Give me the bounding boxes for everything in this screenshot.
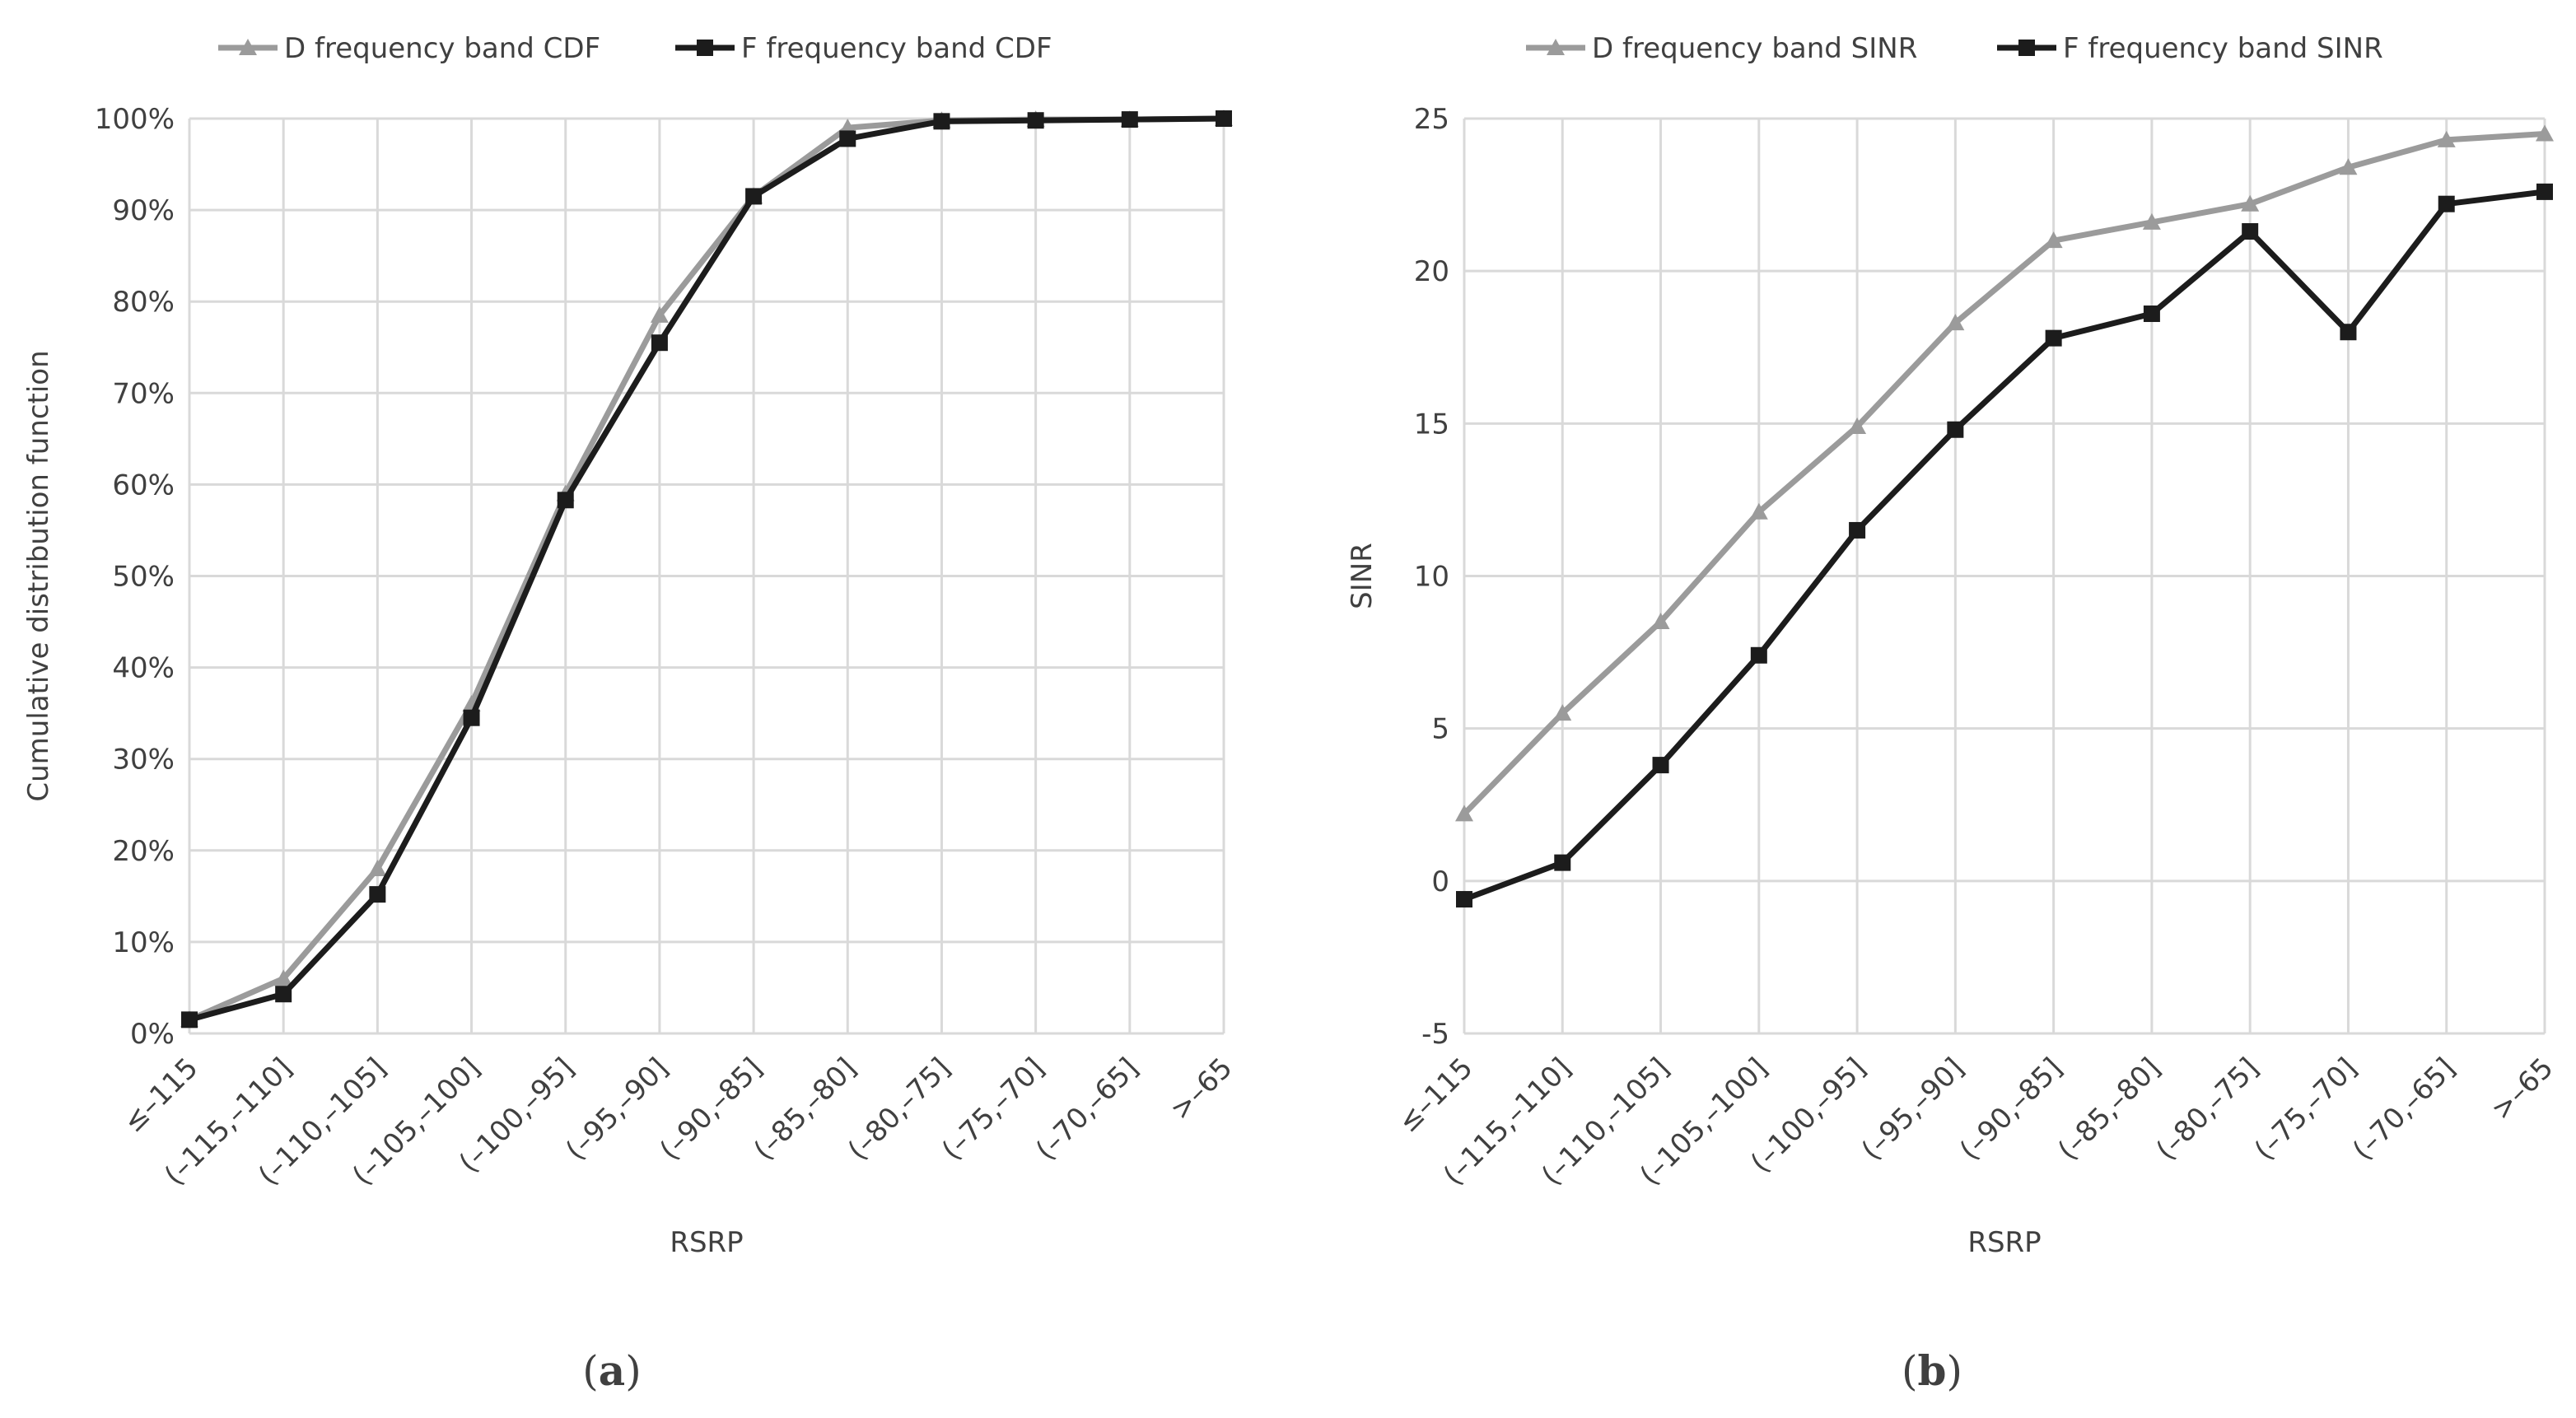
data-point xyxy=(2438,195,2455,212)
x-tick-label: (–90,–85] xyxy=(1953,1052,2069,1167)
y-tick-label: 30% xyxy=(112,744,175,777)
y-tick-label: 10% xyxy=(112,926,175,959)
legend-label: F frequency band CDF xyxy=(741,32,1052,65)
data-point xyxy=(2340,324,2357,341)
x-tick-label: (–80,–75] xyxy=(842,1052,957,1167)
panel-label-a: (a) xyxy=(582,1346,641,1395)
y-axis-title: SINR xyxy=(1346,543,1379,609)
series-line-d xyxy=(1462,131,2546,816)
y-tick-label: 20 xyxy=(1414,255,1449,288)
x-axis-title: RSRP xyxy=(1967,1226,2041,1259)
data-point xyxy=(1947,421,1964,438)
data-point xyxy=(2536,124,2554,142)
data-point xyxy=(745,188,763,205)
data-point xyxy=(1553,704,1572,721)
data-point xyxy=(2045,329,2062,347)
data-point xyxy=(275,986,292,1003)
data-point xyxy=(557,492,574,509)
chart-sinr: -50510152025≤–115(–115,–110](–110,–105](… xyxy=(1346,32,2560,1259)
data-point xyxy=(1216,110,1232,127)
y-tick-label: 100% xyxy=(95,103,175,136)
y-tick-label: 70% xyxy=(112,377,175,410)
y-axis-title: Cumulative distribution function xyxy=(22,350,55,801)
x-tick-label: (–75,–70] xyxy=(936,1052,1051,1167)
data-point xyxy=(839,130,856,147)
data-point xyxy=(1121,111,1138,128)
data-point xyxy=(368,860,387,877)
data-point xyxy=(2241,194,2260,212)
x-tick-label: (–85,–80] xyxy=(2051,1052,2167,1167)
legend-marker xyxy=(697,40,713,56)
y-tick-label: -5 xyxy=(1421,1018,1449,1051)
y-tick-label: 0 xyxy=(1431,865,1449,898)
legend-marker xyxy=(239,39,257,55)
x-tick-label: (–70,–65] xyxy=(2346,1052,2462,1167)
data-point xyxy=(2536,183,2553,200)
y-tick-label: 5 xyxy=(1431,713,1449,746)
data-point xyxy=(651,334,668,352)
data-point xyxy=(1750,646,1767,664)
y-tick-label: 10 xyxy=(1414,561,1449,594)
series-line-d xyxy=(188,115,1225,1023)
data-point xyxy=(274,969,293,987)
y-tick-label: 50% xyxy=(112,561,175,594)
x-tick-label: ≤–115 xyxy=(117,1052,204,1139)
x-tick-label: (–70,–65] xyxy=(1029,1052,1145,1167)
x-tick-label: (–95,–90] xyxy=(1855,1052,1971,1167)
data-point xyxy=(1848,417,1867,435)
data-point xyxy=(1749,502,1768,520)
x-tick-label: (–75,–70] xyxy=(2248,1052,2364,1167)
legend-label: F frequency band SINR xyxy=(2063,32,2383,65)
y-tick-label: 25 xyxy=(1414,103,1449,136)
legend-marker xyxy=(1547,39,1565,55)
data-point xyxy=(369,886,386,903)
x-tick-label: ≤–115 xyxy=(1392,1052,1479,1139)
data-point xyxy=(2437,130,2456,147)
data-point xyxy=(1946,314,1965,331)
y-tick-label: 20% xyxy=(112,835,175,868)
data-point xyxy=(1455,805,1473,822)
data-point xyxy=(2142,212,2161,230)
x-tick-label: (–95,–90] xyxy=(559,1052,674,1167)
data-point xyxy=(1849,521,1866,539)
legend-marker xyxy=(2018,40,2035,56)
data-point xyxy=(1027,112,1044,129)
x-tick-label: >–65 xyxy=(1164,1052,1239,1126)
y-tick-label: 40% xyxy=(112,652,175,685)
data-point xyxy=(181,1011,198,1029)
data-point xyxy=(463,709,480,726)
panel-label-b: (b) xyxy=(1902,1346,1962,1395)
data-point xyxy=(933,113,950,130)
legend-label: D frequency band SINR xyxy=(1592,32,1917,65)
data-point xyxy=(2339,158,2358,175)
x-tick-label: >–65 xyxy=(2485,1052,2560,1126)
legend-label: D frequency band CDF xyxy=(284,32,600,65)
chart-cdf: 0% 10% 20% 30% 40% 50% 60% 70% 80% 90% 100% ≤–115 (–… xyxy=(22,32,1239,1259)
data-point xyxy=(2143,306,2160,323)
x-axis-title: RSRP xyxy=(670,1226,743,1259)
data-point xyxy=(1651,613,1670,630)
y-tick-label: 60% xyxy=(112,469,175,501)
data-point xyxy=(650,306,669,323)
data-point xyxy=(1456,891,1472,908)
y-tick-label: 15 xyxy=(1414,408,1449,441)
x-tick-label: (–85,–80] xyxy=(748,1052,863,1167)
y-tick-label: 0% xyxy=(130,1018,175,1051)
y-tick-label: 90% xyxy=(112,194,175,227)
data-point xyxy=(1554,854,1571,871)
series-line-f xyxy=(1463,189,2546,903)
series-line-f xyxy=(189,115,1225,1023)
y-tick-label: 80% xyxy=(112,286,175,319)
data-point xyxy=(1652,757,1669,774)
x-tick-label: (–80,–75] xyxy=(2150,1052,2266,1167)
data-point xyxy=(2044,231,2063,249)
x-tick-label: (–90,–85] xyxy=(654,1052,769,1167)
data-point xyxy=(2242,223,2259,240)
